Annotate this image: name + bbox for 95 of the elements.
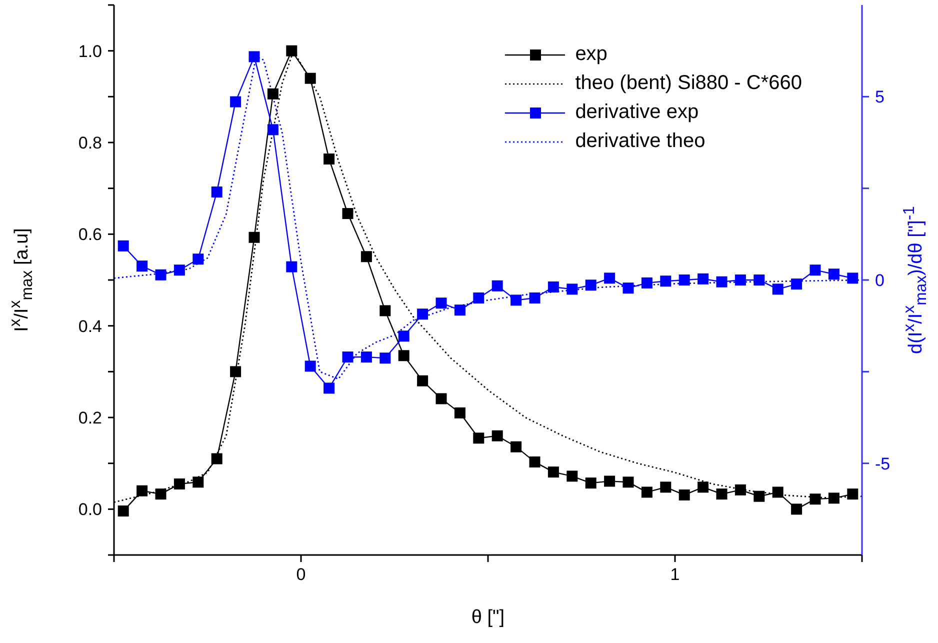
point bbox=[360, 352, 372, 362]
point bbox=[248, 51, 260, 62]
point bbox=[548, 466, 559, 478]
y2-tick-label: 5 bbox=[875, 88, 884, 107]
x-tick-label: 1 bbox=[670, 565, 680, 584]
point bbox=[230, 366, 242, 378]
point bbox=[211, 453, 222, 464]
point bbox=[678, 489, 690, 500]
point bbox=[118, 240, 129, 252]
point bbox=[791, 278, 802, 290]
point bbox=[660, 276, 672, 287]
point bbox=[622, 282, 634, 294]
y-tick-label: 0.0 bbox=[78, 500, 102, 520]
point bbox=[155, 269, 166, 280]
point bbox=[398, 330, 410, 342]
point bbox=[267, 124, 278, 136]
point bbox=[810, 494, 821, 505]
y-tick-label: 1.0 bbox=[78, 42, 102, 61]
point bbox=[286, 261, 298, 272]
point bbox=[754, 274, 765, 286]
point bbox=[192, 254, 204, 265]
point bbox=[660, 482, 672, 493]
y2-tick-label: 0 bbox=[875, 271, 884, 290]
point bbox=[324, 154, 335, 164]
point bbox=[211, 186, 222, 198]
point bbox=[641, 486, 652, 498]
point bbox=[136, 260, 148, 272]
point bbox=[473, 432, 484, 444]
point bbox=[847, 272, 858, 284]
point bbox=[492, 430, 503, 442]
point bbox=[492, 280, 503, 292]
point bbox=[698, 273, 709, 284]
point bbox=[436, 298, 447, 309]
point bbox=[548, 281, 559, 292]
point bbox=[847, 488, 858, 500]
point bbox=[641, 277, 652, 288]
point bbox=[791, 504, 802, 515]
point bbox=[174, 264, 185, 276]
point bbox=[136, 485, 148, 496]
point bbox=[248, 232, 260, 243]
point bbox=[174, 478, 185, 490]
point bbox=[342, 208, 354, 220]
point bbox=[716, 276, 728, 288]
point bbox=[604, 272, 616, 284]
point bbox=[734, 484, 746, 496]
legend-label: derivative theo bbox=[575, 130, 706, 153]
y-tick-label: 0.8 bbox=[78, 134, 102, 153]
point bbox=[360, 251, 372, 262]
point bbox=[529, 456, 540, 468]
point bbox=[734, 274, 746, 286]
point bbox=[192, 476, 204, 488]
point bbox=[417, 308, 428, 320]
y-tick-label: 0.2 bbox=[78, 408, 102, 428]
point bbox=[380, 305, 391, 316]
point bbox=[454, 407, 466, 418]
point bbox=[716, 488, 728, 500]
point bbox=[342, 352, 354, 362]
point bbox=[304, 72, 316, 84]
point bbox=[622, 476, 634, 488]
legend-label: exp bbox=[575, 43, 608, 66]
point bbox=[828, 492, 840, 504]
point bbox=[585, 478, 596, 489]
point bbox=[772, 486, 784, 498]
x-axis-title: θ ["] bbox=[470, 607, 506, 629]
legend-label: derivative exp bbox=[575, 101, 699, 124]
point bbox=[267, 88, 278, 100]
point bbox=[566, 284, 578, 295]
point bbox=[604, 476, 616, 487]
point bbox=[772, 284, 784, 295]
point bbox=[304, 360, 316, 372]
point bbox=[286, 45, 298, 56]
y-tick-label: 0.4 bbox=[78, 316, 102, 336]
point bbox=[454, 304, 466, 316]
point bbox=[155, 488, 166, 500]
point bbox=[230, 96, 242, 108]
point bbox=[529, 292, 540, 304]
point bbox=[585, 280, 596, 291]
point bbox=[436, 393, 447, 404]
point bbox=[324, 382, 335, 394]
point bbox=[510, 441, 522, 452]
y-tick-label: 0.6 bbox=[78, 225, 102, 244]
legend-label: theo (bent) Si880 - C*660 bbox=[575, 72, 802, 95]
point bbox=[118, 506, 129, 516]
point bbox=[828, 268, 840, 280]
point bbox=[810, 264, 821, 276]
point bbox=[473, 292, 484, 304]
point bbox=[698, 482, 709, 493]
point bbox=[566, 470, 578, 482]
point bbox=[510, 294, 522, 306]
point bbox=[754, 490, 765, 502]
y2-tick-label: -5 bbox=[875, 454, 890, 474]
point bbox=[398, 350, 410, 362]
point bbox=[380, 352, 391, 364]
point bbox=[417, 375, 428, 386]
point bbox=[678, 274, 690, 286]
